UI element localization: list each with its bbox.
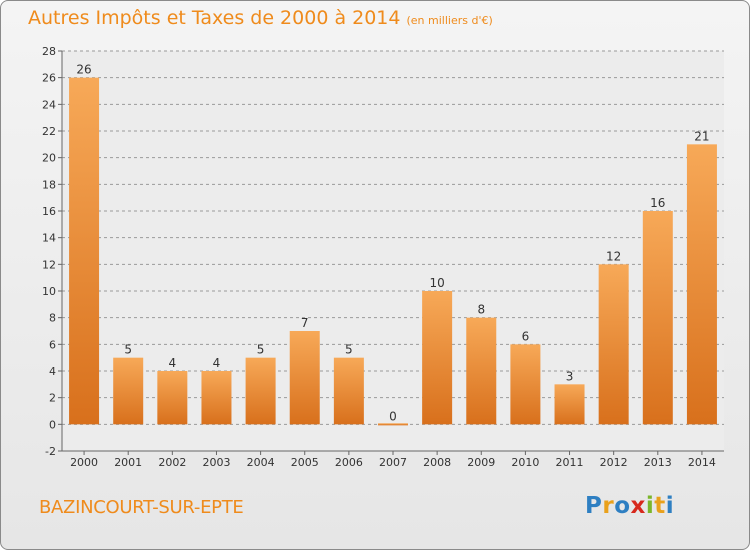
bar	[378, 423, 408, 426]
data-label: 5	[257, 343, 265, 357]
x-tick-label: 2012	[600, 456, 628, 469]
x-tick-label: 2003	[202, 456, 230, 469]
data-label: 26	[76, 63, 91, 77]
bar	[422, 291, 453, 425]
data-label: 4	[169, 356, 177, 370]
x-tick-label: 2007	[379, 456, 407, 469]
x-tick-label: 2002	[158, 456, 186, 469]
bar	[686, 144, 717, 425]
y-tick-label: 8	[49, 312, 56, 325]
bar	[289, 331, 320, 425]
commune-name: BAZINCOURT-SUR-EPTE	[39, 497, 244, 518]
data-label: 7	[301, 316, 309, 330]
y-tick-label: 14	[42, 232, 56, 245]
x-tick-label: 2006	[335, 456, 363, 469]
data-label: 3	[566, 369, 574, 383]
bar	[245, 357, 276, 425]
y-tick-label: 4	[49, 365, 56, 378]
bar	[642, 211, 673, 425]
y-tick-label: 6	[49, 338, 56, 351]
chart-title: Autres Impôts et Taxes de 2000 à 2014	[28, 7, 401, 29]
y-tick-label: 22	[42, 125, 56, 138]
y-tick-label: 28	[42, 45, 56, 58]
data-label: 5	[124, 343, 132, 357]
chart-unit: (en milliers d'€)	[406, 14, 493, 27]
bar	[466, 317, 497, 425]
bar	[510, 344, 541, 425]
y-tick-label: 20	[42, 152, 56, 165]
y-tick-label: 26	[42, 72, 56, 85]
logo-letter: t	[654, 493, 666, 519]
x-tick-label: 2001	[114, 456, 142, 469]
data-label: 5	[345, 343, 353, 357]
logo-letter: i	[645, 493, 655, 519]
bar	[554, 384, 585, 425]
y-tick-label: 12	[42, 258, 56, 271]
x-tick-label: 2010	[511, 456, 539, 469]
logo-letter: r	[602, 493, 615, 519]
x-tick-label: 2008	[423, 456, 451, 469]
x-tick-label: 2005	[291, 456, 319, 469]
bar	[69, 77, 100, 425]
y-tick-label: 18	[42, 178, 56, 191]
logo-letter: x	[630, 493, 646, 519]
bar	[598, 264, 629, 425]
x-tick-label: 2013	[644, 456, 672, 469]
y-tick-label: -2	[45, 445, 56, 458]
data-label: 10	[429, 276, 444, 290]
chart-title-block: Autres Impôts et Taxes de 2000 à 2014 (en…	[28, 7, 493, 29]
data-label: 0	[389, 409, 397, 423]
data-label: 21	[694, 129, 709, 143]
bar	[113, 357, 144, 425]
logo-letter: P	[585, 493, 603, 519]
x-tick-label: 2009	[467, 456, 495, 469]
bar	[333, 357, 364, 425]
logo-letter: o	[614, 493, 631, 519]
x-tick-label: 2000	[70, 456, 98, 469]
y-tick-label: 24	[42, 98, 56, 111]
x-tick-label: 2014	[688, 456, 716, 469]
data-label: 4	[213, 356, 221, 370]
y-tick-label: 10	[42, 285, 56, 298]
x-tick-label: 2004	[247, 456, 275, 469]
x-tick-label: 2011	[556, 456, 584, 469]
y-tick-label: 0	[49, 418, 56, 431]
data-label: 6	[522, 329, 530, 343]
logo-letter: i	[665, 493, 675, 519]
data-label: 16	[650, 196, 665, 210]
y-tick-label: 2	[49, 392, 56, 405]
bar	[201, 371, 232, 425]
data-label: 8	[477, 303, 485, 317]
y-tick-label: 16	[42, 205, 56, 218]
bar	[157, 371, 188, 425]
proxiti-logo: Proxiti	[585, 493, 674, 519]
data-label: 12	[606, 249, 621, 263]
